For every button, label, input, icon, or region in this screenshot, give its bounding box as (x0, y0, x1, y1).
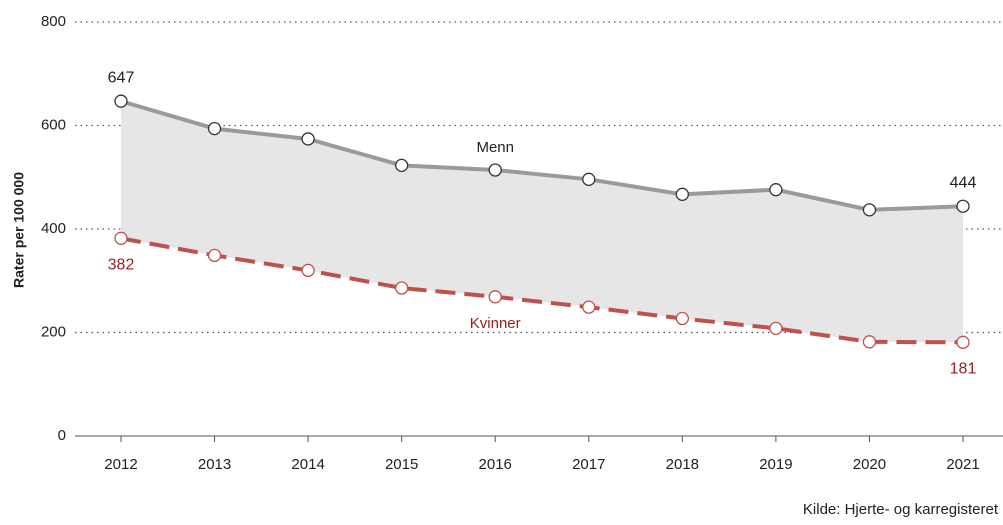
data-point (301, 263, 315, 278)
data-point (207, 248, 222, 263)
y-tick-label: 0 (58, 427, 66, 444)
data-point (956, 335, 970, 349)
data-point (114, 94, 128, 108)
data-point (488, 290, 502, 304)
y-tick-label: 800 (41, 13, 66, 30)
data-label: 647 (108, 69, 135, 86)
x-tick-label: 2014 (291, 456, 324, 473)
data-label: 181 (950, 361, 977, 378)
data-point (769, 321, 783, 336)
series-name-label: Kvinner (470, 315, 521, 332)
x-tick-label: 2020 (853, 456, 886, 473)
data-point (675, 187, 689, 201)
x-tick-label: 2019 (759, 456, 792, 473)
x-tick-label: 2015 (385, 456, 418, 473)
x-tick-label: 2016 (479, 456, 512, 473)
series-line (120, 99, 964, 212)
series-line (120, 236, 964, 345)
band-area (121, 101, 963, 343)
data-point (956, 199, 970, 213)
data-point (862, 335, 877, 349)
x-tick-label: 2021 (946, 456, 979, 473)
x-tick-label: 2017 (572, 456, 605, 473)
x-tick-label: 2013 (198, 456, 231, 473)
x-tick-label: 2012 (104, 456, 137, 473)
data-point (395, 158, 409, 172)
data-point (675, 311, 689, 326)
data-point (862, 203, 877, 217)
series-name-label: Menn (476, 139, 514, 156)
y-tick-label: 400 (41, 220, 66, 237)
data-label: 382 (108, 257, 135, 274)
data-point (395, 281, 409, 295)
data-point (207, 121, 222, 136)
data-point (114, 231, 128, 245)
data-point (769, 183, 783, 197)
y-tick-label: 600 (41, 116, 66, 133)
data-point (582, 300, 596, 314)
x-tick-label: 2018 (666, 456, 699, 473)
source-note: Kilde: Hjerte- og karregisteret (803, 501, 999, 518)
y-axis-label: Rater per 100 000 (11, 172, 27, 288)
data-point (488, 163, 502, 177)
y-tick-label: 200 (41, 323, 66, 340)
data-point (582, 172, 596, 186)
data-label: 444 (950, 174, 977, 191)
data-point (301, 132, 315, 146)
